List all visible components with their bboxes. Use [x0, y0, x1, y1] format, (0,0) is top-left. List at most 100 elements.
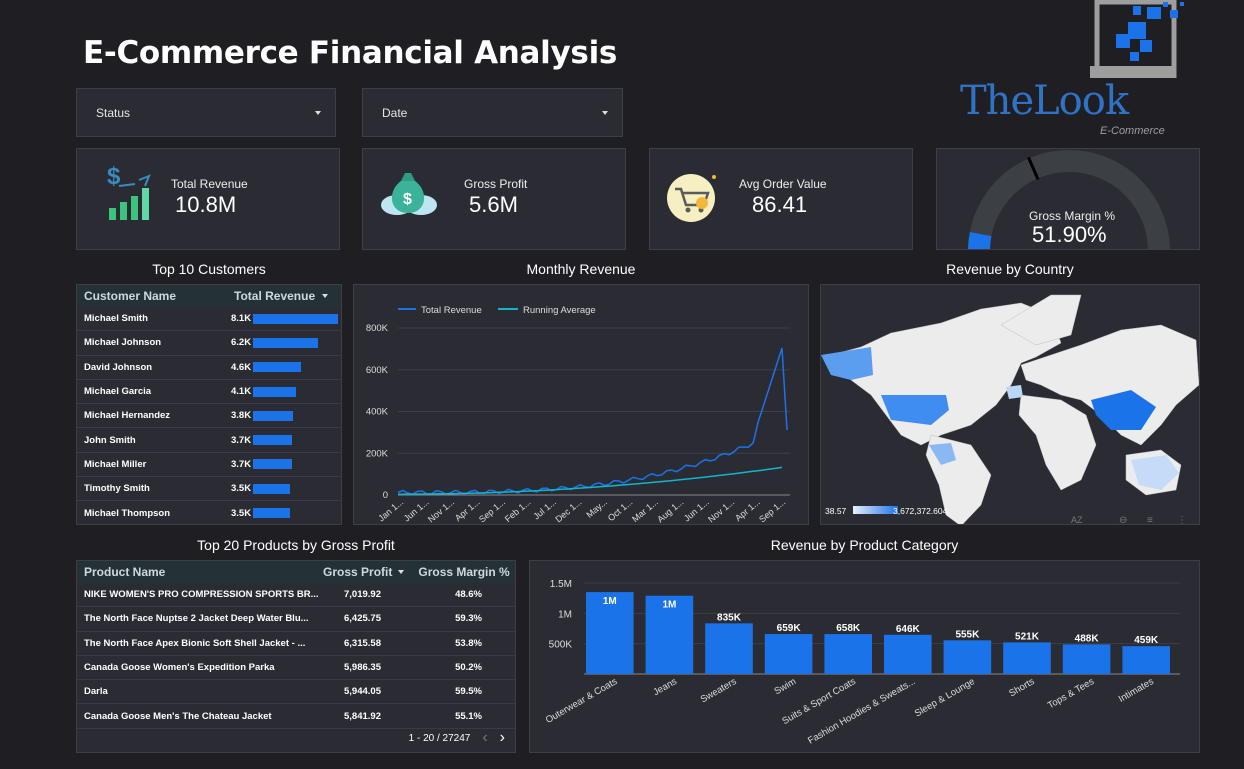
category-bar[interactable] [586, 592, 634, 674]
category-bar[interactable] [884, 634, 932, 674]
map-legend-max: 3,672,372.604 [893, 506, 948, 516]
pagination: 1 - 20 / 27247 ‹ › [409, 729, 505, 747]
kpi-value: 5.6M [469, 192, 518, 217]
bar-data-label: 488K [1075, 633, 1100, 644]
customer-name: Michael Miller [84, 458, 147, 470]
table-row[interactable]: Darla 5,944.05 59.5% [77, 680, 515, 705]
col-total-revenue[interactable]: Total Revenue [234, 289, 316, 303]
bar-data-label: 659K [777, 623, 802, 634]
y-tick-label: 200K [366, 448, 389, 459]
category-bar[interactable] [705, 623, 753, 674]
table-row[interactable]: NIKE WOMEN'S PRO COMPRESSION SPORTS BR..… [77, 583, 515, 608]
revenue-bar [253, 410, 293, 421]
col-product-name[interactable]: Product Name [84, 565, 166, 579]
date-filter[interactable]: Date [362, 88, 623, 137]
monthly-revenue-chart: Total Revenue Running Average 800K 600K 400K… [353, 284, 809, 525]
prev-page-icon[interactable]: ‹ [482, 729, 488, 746]
category-bar[interactable] [824, 634, 872, 674]
monthly-revenue-title: Monthly Revenue [526, 261, 636, 277]
kpi-label: Avg Order Value [739, 177, 827, 191]
category-bar[interactable] [943, 640, 992, 674]
product-name: The North Face Nuptse 2 Jacket Deep Wate… [84, 613, 309, 625]
product-margin: 59.3% [455, 613, 482, 625]
table-row[interactable]: Canada Goose Women's Expedition Parka 5,9… [77, 656, 515, 681]
table-header: Customer Name Total Revenue [77, 285, 341, 307]
kpi-label: Total Revenue [171, 177, 248, 191]
category-tick-label: Fashion Hoodies & Sweats... [806, 676, 917, 747]
category-bar[interactable] [764, 634, 813, 674]
bar-data-label: 459K [1134, 635, 1159, 646]
product-name: The North Face Apex Bionic Soft Shell Ja… [84, 637, 306, 649]
next-page-icon[interactable]: › [499, 729, 505, 746]
table-row[interactable]: Michael Thompson 3.5K [77, 501, 341, 524]
x-tick-label: Nov 1... [426, 497, 456, 525]
x-tick-label: Dec 1... [553, 497, 583, 525]
map-filter-icon[interactable]: ≡ [1147, 515, 1153, 525]
category-bar[interactable] [1062, 644, 1111, 674]
category-tick-label: Sleep & Lounge [913, 676, 977, 719]
category-bar[interactable] [645, 595, 694, 674]
category-chart: 1.5M 1M 500K 1M Outerwear & Coats 1M Jeans 835K… [529, 560, 1200, 753]
monthly-revenue-svg: Total Revenue Running Average 800K 600K 400K… [366, 305, 790, 525]
customer-name: John Smith [84, 434, 136, 446]
chevron-down-icon [602, 110, 608, 115]
table-row[interactable]: Michael Miller 3.7K [77, 453, 341, 478]
y-tick-label: 400K [366, 407, 389, 418]
customer-revenue: 3.7K [231, 434, 252, 446]
thelook-logo: TheLook E-Commerce [960, 0, 1200, 140]
revenue-bar [253, 362, 302, 373]
col-gross-profit[interactable]: Gross Profit [323, 565, 393, 579]
y-tick-label: 1.5M [550, 579, 572, 590]
legend-running-average: Running Average [523, 305, 596, 316]
map-more-icon[interactable]: ⋮ [1177, 515, 1187, 525]
table-row[interactable]: Canada Goose Men's The Chateau Jacket 5,8… [77, 704, 515, 729]
customer-name: David Johnson [84, 361, 153, 373]
product-profit: 5,944.05 [344, 686, 381, 698]
category-bar[interactable] [1122, 646, 1170, 674]
map-search-icon[interactable]: ⊖ [1119, 515, 1127, 525]
map-legend-bar [853, 506, 898, 514]
category-tick-label: Tops & Tees [1046, 676, 1096, 711]
revenue-bar [253, 483, 290, 494]
revenue-bar [253, 337, 319, 348]
product-profit: 5,986.35 [344, 662, 381, 674]
col-gross-margin[interactable]: Gross Margin % [418, 565, 510, 579]
kpi-avg-order-value: Avg Order Value 86.41 [649, 148, 913, 250]
customer-revenue: 4.1K [231, 386, 252, 398]
kpi-gross-margin: Gross Margin % 51.90% [936, 148, 1200, 250]
table-row[interactable]: Michael Garcia 4.1K [77, 380, 341, 405]
product-margin: 55.1% [455, 710, 482, 722]
table-row[interactable]: The North Face Nuptse 2 Jacket Deep Wate… [77, 607, 515, 632]
world-map[interactable]: 38.57 3,672,372.604 AZ ⊖ ≡ ⋮ [821, 285, 1200, 525]
gross-margin-gauge [968, 150, 1170, 249]
product-profit: 7,019.92 [344, 589, 381, 601]
table-header: Product Name Gross Profit Gross Margin % [77, 561, 515, 583]
product-name: Canada Goose Men's The Chateau Jacket [84, 710, 272, 722]
sort-down-icon[interactable] [322, 294, 329, 298]
date-filter-label: Date [382, 105, 408, 120]
page-title: E-Commerce Financial Analysis [83, 35, 618, 71]
col-customer-name[interactable]: Customer Name [84, 289, 177, 303]
customer-name: Michael Thompson [84, 507, 171, 519]
table-row[interactable]: John Smith 3.7K [77, 428, 341, 453]
customer-revenue: 3.5K [231, 507, 252, 519]
x-tick-label: Apr 1... [453, 497, 482, 523]
y-tick-label: 800K [366, 323, 389, 334]
x-tick-label: Oct 1... [606, 497, 635, 523]
map-legend-min: 38.57 [825, 506, 847, 516]
table-row[interactable]: David Johnson 4.6K [77, 356, 341, 380]
bar-data-label: 835K [717, 612, 742, 623]
bar-data-label: 658K [836, 623, 861, 634]
logo-brand: TheLook [960, 78, 1129, 124]
table-row[interactable]: Michael Johnson 6.2K [77, 331, 341, 356]
table-row[interactable]: Michael Smith 8.1K [77, 307, 341, 332]
table-row[interactable]: Timothy Smith 3.5K [77, 477, 341, 502]
map-zoom-icon[interactable]: AZ [1071, 515, 1083, 525]
product-profit: 6,425.75 [344, 613, 381, 625]
status-filter[interactable]: Status [76, 88, 336, 137]
category-bar[interactable] [1003, 642, 1051, 674]
sort-down-icon[interactable] [398, 570, 405, 574]
category-tick-label: Jeans [651, 676, 679, 698]
table-row[interactable]: The North Face Apex Bionic Soft Shell Ja… [77, 632, 515, 656]
table-row[interactable]: Michael Hernandez 3.8K [77, 404, 341, 429]
